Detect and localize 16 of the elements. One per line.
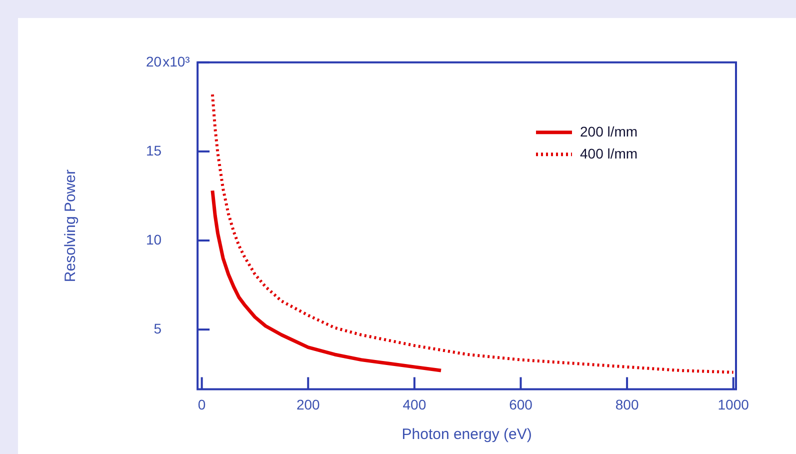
y-axis-title: Resolving Power <box>62 170 80 282</box>
x-tick-label: 400 <box>402 396 426 412</box>
x-tick-label: 0 <box>198 396 206 412</box>
legend-label: 400 l/mm <box>580 145 638 162</box>
x-tick-label: 800 <box>615 396 639 412</box>
x-tick-label: 600 <box>509 396 533 412</box>
y-tick-label: 15 <box>146 142 162 158</box>
x-tick-label: 1000 <box>718 396 750 412</box>
legend-label: 200 l/mm <box>580 123 638 140</box>
y-tick-label: 5 <box>154 320 162 336</box>
x-tick-label: 200 <box>296 396 320 412</box>
line-series <box>210 92 735 374</box>
y-tick-label: 10 <box>146 231 162 248</box>
text: x10³ <box>162 53 190 70</box>
y-tick-label: 20 <box>146 53 162 70</box>
x-axis-title: Photon energy (eV) <box>402 426 532 444</box>
